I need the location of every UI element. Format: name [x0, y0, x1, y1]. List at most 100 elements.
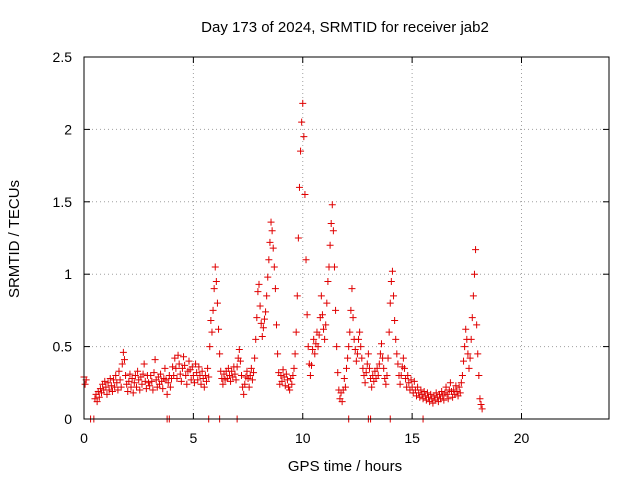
data-point [247, 364, 255, 372]
data-point [240, 390, 248, 398]
data-point [215, 325, 223, 333]
data-point [348, 285, 356, 293]
data-point [159, 385, 167, 393]
axis-ticks: 0 5 10 15 20 0 0.5 1 1.5 2 2.5 [53, 49, 609, 446]
data-point [146, 382, 154, 390]
y-tick-label: 2 [64, 121, 72, 137]
data-point [378, 340, 385, 348]
data-point [427, 390, 435, 398]
data-point [138, 380, 146, 388]
data-point [177, 377, 185, 385]
data-point [200, 383, 208, 391]
data-point [297, 147, 305, 155]
data-point [271, 285, 279, 293]
data-point [147, 372, 155, 380]
data-point [473, 321, 481, 329]
data-point [105, 386, 113, 394]
data-point [417, 386, 425, 394]
data-point [364, 350, 372, 358]
data-point [359, 364, 367, 372]
data-point [444, 395, 452, 403]
data-point [232, 376, 240, 384]
data-point [286, 386, 294, 394]
data-point [327, 220, 335, 228]
data-point [148, 377, 156, 385]
data-point [120, 356, 128, 364]
data-point [291, 350, 299, 358]
data-point [301, 191, 309, 199]
data-point [253, 314, 261, 322]
x-tick-label: 15 [404, 430, 420, 446]
data-point [188, 363, 196, 371]
data-point [277, 372, 285, 380]
data-point [126, 370, 134, 378]
data-point [216, 350, 224, 358]
data-point [322, 321, 330, 329]
data-point [181, 361, 189, 369]
data-point [334, 369, 342, 377]
data-point [386, 299, 394, 307]
data-point [125, 377, 133, 385]
data-point [299, 99, 307, 107]
data-point [185, 357, 193, 365]
data-point [182, 372, 190, 380]
data-point [164, 379, 172, 387]
data-point [149, 386, 157, 394]
data-point [245, 383, 253, 391]
data-point [205, 373, 213, 381]
data-point [363, 360, 371, 368]
data-point [173, 374, 181, 382]
data-point [452, 382, 460, 390]
data-point [134, 367, 142, 375]
data-point [246, 372, 254, 380]
data-point [310, 335, 318, 343]
data-point [93, 398, 101, 406]
data-point [114, 386, 122, 394]
data-point [273, 321, 280, 329]
data-point [254, 288, 262, 296]
data-point [104, 379, 112, 387]
data-point [400, 364, 408, 372]
data-point [423, 389, 431, 397]
data-point [141, 377, 149, 385]
data-point [397, 372, 405, 380]
data-point [235, 345, 243, 353]
data-point [166, 383, 174, 391]
data-point [194, 376, 202, 384]
data-point [81, 380, 89, 388]
data-point [477, 401, 485, 409]
data-point [380, 364, 388, 372]
data-point [385, 328, 393, 336]
data-point [290, 364, 298, 372]
data-point [236, 357, 244, 365]
data-point [157, 370, 165, 378]
y-tick-label: 0.5 [53, 339, 73, 355]
data-point [375, 360, 383, 368]
data-point [219, 380, 227, 388]
data-point [393, 350, 401, 358]
data-point [404, 372, 412, 380]
data-point [116, 376, 124, 384]
data-point [255, 280, 263, 288]
data-point [340, 374, 348, 382]
data-point [332, 306, 340, 314]
x-axis-title: GPS time / hours [288, 458, 402, 475]
data-point [289, 372, 297, 380]
data-point [208, 328, 216, 336]
data-point [262, 308, 270, 316]
y-axis-title: SRMTID / TECUs [6, 180, 23, 298]
data-point [392, 335, 400, 343]
data-point [470, 270, 478, 278]
data-point [462, 325, 470, 333]
data-point [352, 357, 360, 365]
data-point [341, 383, 349, 391]
data-point [457, 379, 465, 387]
data-point [95, 393, 103, 401]
data-point [172, 364, 180, 372]
data-point [407, 376, 415, 384]
data-point [131, 372, 139, 380]
data-point [195, 363, 203, 371]
data-point [183, 380, 191, 388]
x-tick-label: 0 [80, 430, 88, 446]
